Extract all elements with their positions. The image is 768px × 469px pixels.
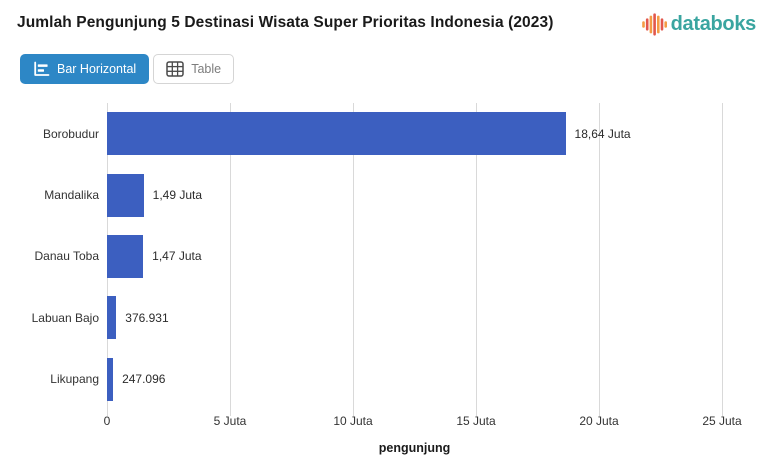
category-label: Borobudur — [42, 126, 99, 141]
value-label: 376.931 — [125, 310, 169, 325]
x-axis: 0 5 Juta 10 Juta 15 Juta 20 Juta 25 Juta — [103, 410, 742, 432]
x-tick-label: 25 Juta — [702, 413, 742, 428]
value-label: 247.096 — [122, 372, 166, 387]
databoks-logo[interactable]: databoks — [641, 11, 756, 38]
header: Jumlah Pengunjung 5 Destinasi Wisata Sup… — [0, 0, 768, 39]
x-axis-title: pengunjung — [378, 440, 451, 455]
value-label: 1,49 Juta — [152, 188, 203, 203]
x-tick-label: 10 Juta — [333, 413, 373, 428]
category-label: Likupang — [50, 372, 99, 387]
x-tick-label: 0 — [103, 413, 111, 428]
bar-chart: Borobudur Mandalika Danau Toba Labuan Bajo L… — [0, 103, 768, 455]
gridline — [599, 103, 600, 416]
page-title: Jumlah Pengunjung 5 Destinasi Wisata Sup… — [17, 14, 554, 31]
plot-area: 18,64 Juta 1,49 Juta 1,47 Juta 376.931 247.0… — [107, 103, 723, 416]
bar-row: 18,64 Juta — [107, 103, 722, 164]
value-label: 1,47 Juta — [152, 249, 202, 264]
gridline — [353, 103, 354, 416]
bar-row: 1,49 Juta — [107, 164, 722, 225]
databoks-logo-icon — [641, 11, 668, 38]
bar-danau-toba[interactable] — [107, 234, 144, 278]
bar-horizontal-icon — [33, 61, 50, 77]
category-label: Danau Toba — [34, 249, 100, 264]
bar-mandalika[interactable] — [107, 173, 144, 217]
table-label: Table — [191, 61, 222, 76]
gridline — [722, 103, 723, 416]
bar-horizontal-label: Bar Horizontal — [57, 61, 137, 76]
category-label: Mandalika — [44, 188, 99, 203]
gridline — [476, 103, 477, 416]
value-label: 18,64 Juta — [574, 126, 631, 141]
category-axis: Borobudur Mandalika Danau Toba Labuan Bajo L… — [0, 103, 107, 410]
bar-likupang[interactable] — [107, 357, 114, 401]
bar-horizontal-button[interactable]: Bar Horizontal — [20, 54, 150, 84]
databoks-logo-text: databoks — [670, 13, 757, 35]
table-icon — [166, 61, 184, 77]
category-label: Labuan Bajo — [31, 310, 99, 325]
bar-labuan-bajo[interactable] — [107, 296, 117, 340]
table-button[interactable]: Table — [153, 54, 235, 84]
bar-borobudur[interactable] — [107, 112, 566, 156]
bar-row: 1,47 Juta — [107, 226, 722, 287]
x-tick-label: 5 Juta — [213, 413, 247, 428]
bar-row: 247.096 — [107, 349, 722, 410]
view-toggle: Bar Horizontal Table — [0, 54, 768, 84]
gridline — [230, 103, 231, 416]
x-tick-label: 15 Juta — [456, 413, 496, 428]
bar-row: 376.931 — [107, 287, 722, 348]
x-tick-label: 20 Juta — [579, 413, 619, 428]
